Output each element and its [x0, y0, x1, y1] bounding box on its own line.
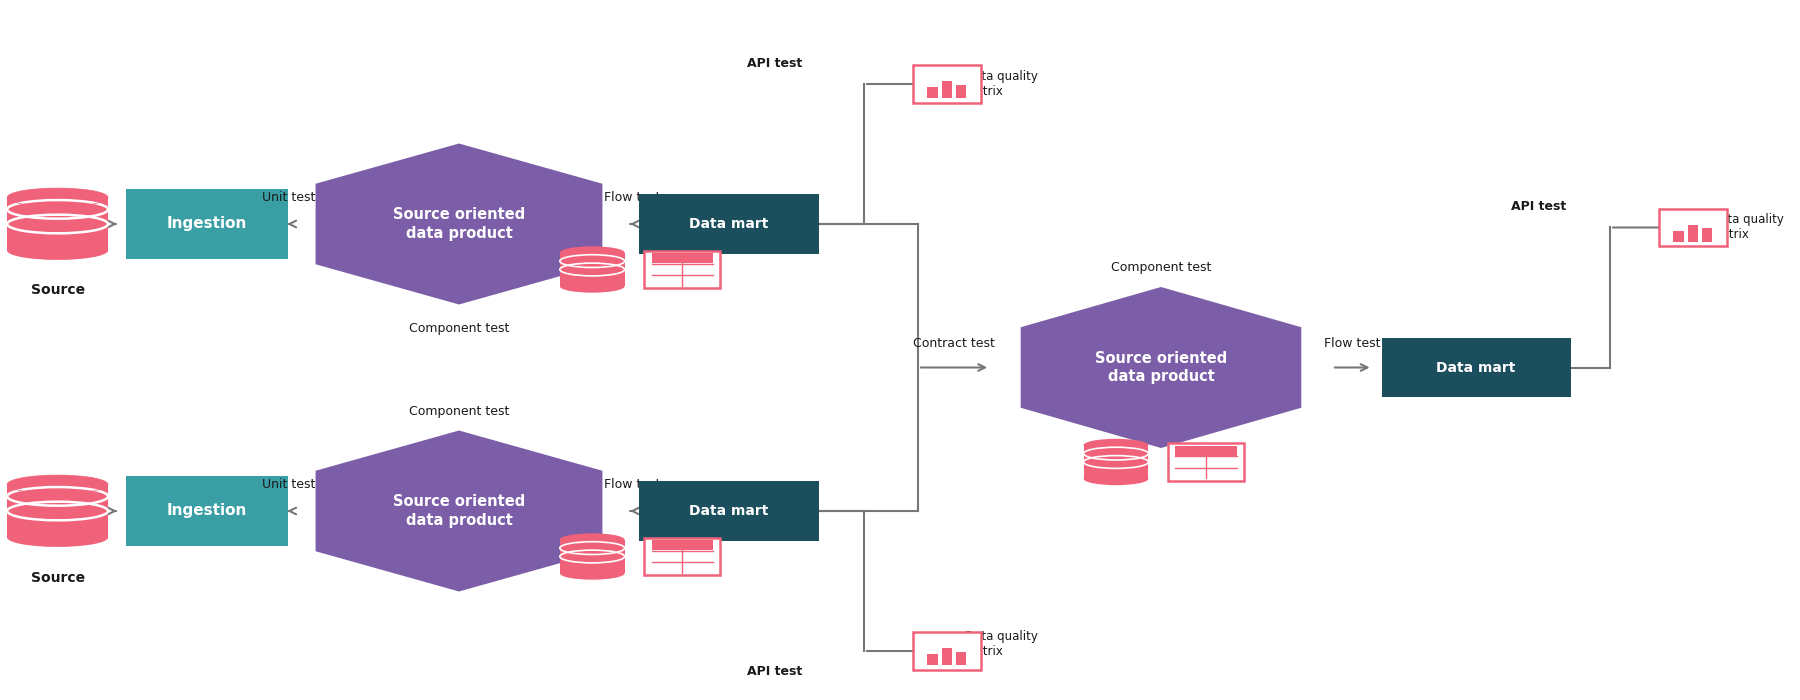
- FancyBboxPatch shape: [126, 476, 288, 546]
- Text: Component test: Component test: [1111, 261, 1211, 274]
- FancyBboxPatch shape: [1168, 443, 1244, 481]
- FancyBboxPatch shape: [7, 197, 108, 251]
- Text: API test: API test: [1510, 200, 1566, 214]
- Text: Source oriented
data product: Source oriented data product: [392, 207, 526, 241]
- FancyBboxPatch shape: [7, 484, 108, 538]
- Text: Unit test: Unit test: [263, 478, 315, 491]
- Text: Data quality
matrix: Data quality matrix: [1710, 214, 1784, 242]
- FancyBboxPatch shape: [639, 482, 819, 540]
- FancyBboxPatch shape: [941, 648, 952, 665]
- Ellipse shape: [7, 188, 108, 206]
- FancyBboxPatch shape: [956, 85, 967, 98]
- FancyBboxPatch shape: [1660, 209, 1728, 246]
- Text: Unit test: Unit test: [263, 191, 315, 204]
- Text: API test: API test: [747, 57, 803, 70]
- Ellipse shape: [560, 533, 625, 546]
- Text: Contract test: Contract test: [913, 337, 995, 350]
- FancyBboxPatch shape: [126, 189, 288, 259]
- Text: Flow test: Flow test: [1325, 337, 1381, 350]
- FancyBboxPatch shape: [941, 81, 952, 98]
- Ellipse shape: [7, 475, 108, 493]
- FancyBboxPatch shape: [913, 65, 981, 103]
- Ellipse shape: [560, 567, 625, 580]
- FancyBboxPatch shape: [644, 538, 720, 575]
- Text: Data mart: Data mart: [689, 504, 769, 518]
- Polygon shape: [1021, 287, 1301, 448]
- Text: Component test: Component test: [409, 322, 509, 335]
- FancyBboxPatch shape: [560, 540, 625, 573]
- Text: API test: API test: [747, 665, 803, 678]
- Text: Data quality
matrix: Data quality matrix: [965, 630, 1037, 658]
- Ellipse shape: [7, 241, 108, 260]
- Text: Source: Source: [31, 570, 85, 584]
- Text: Source oriented
data product: Source oriented data product: [392, 494, 526, 528]
- FancyBboxPatch shape: [1084, 445, 1148, 479]
- FancyBboxPatch shape: [652, 540, 713, 550]
- Polygon shape: [315, 144, 603, 304]
- Text: Component test: Component test: [409, 405, 509, 418]
- Text: Data mart: Data mart: [689, 217, 769, 231]
- FancyBboxPatch shape: [956, 652, 967, 665]
- FancyBboxPatch shape: [1175, 446, 1237, 456]
- Text: Ingestion: Ingestion: [167, 503, 247, 519]
- Text: Source oriented
data product: Source oriented data product: [1094, 351, 1228, 384]
- FancyBboxPatch shape: [927, 87, 938, 98]
- Polygon shape: [315, 430, 603, 592]
- FancyBboxPatch shape: [913, 632, 981, 670]
- Text: Flow test: Flow test: [603, 191, 661, 204]
- Text: Flow test: Flow test: [603, 478, 661, 491]
- FancyBboxPatch shape: [560, 253, 625, 286]
- Text: Data mart: Data mart: [1436, 360, 1516, 374]
- FancyBboxPatch shape: [1382, 338, 1570, 398]
- FancyBboxPatch shape: [927, 654, 938, 665]
- FancyBboxPatch shape: [652, 253, 713, 263]
- FancyBboxPatch shape: [1703, 228, 1712, 242]
- Ellipse shape: [560, 246, 625, 259]
- Ellipse shape: [560, 280, 625, 293]
- Text: Data quality
matrix: Data quality matrix: [965, 70, 1037, 98]
- FancyBboxPatch shape: [1688, 225, 1697, 242]
- Text: Ingestion: Ingestion: [167, 216, 247, 232]
- FancyBboxPatch shape: [639, 194, 819, 253]
- Ellipse shape: [7, 528, 108, 547]
- Ellipse shape: [1084, 439, 1148, 452]
- FancyBboxPatch shape: [644, 251, 720, 288]
- Ellipse shape: [1084, 473, 1148, 485]
- Text: Source: Source: [31, 284, 85, 298]
- FancyBboxPatch shape: [1674, 230, 1683, 241]
